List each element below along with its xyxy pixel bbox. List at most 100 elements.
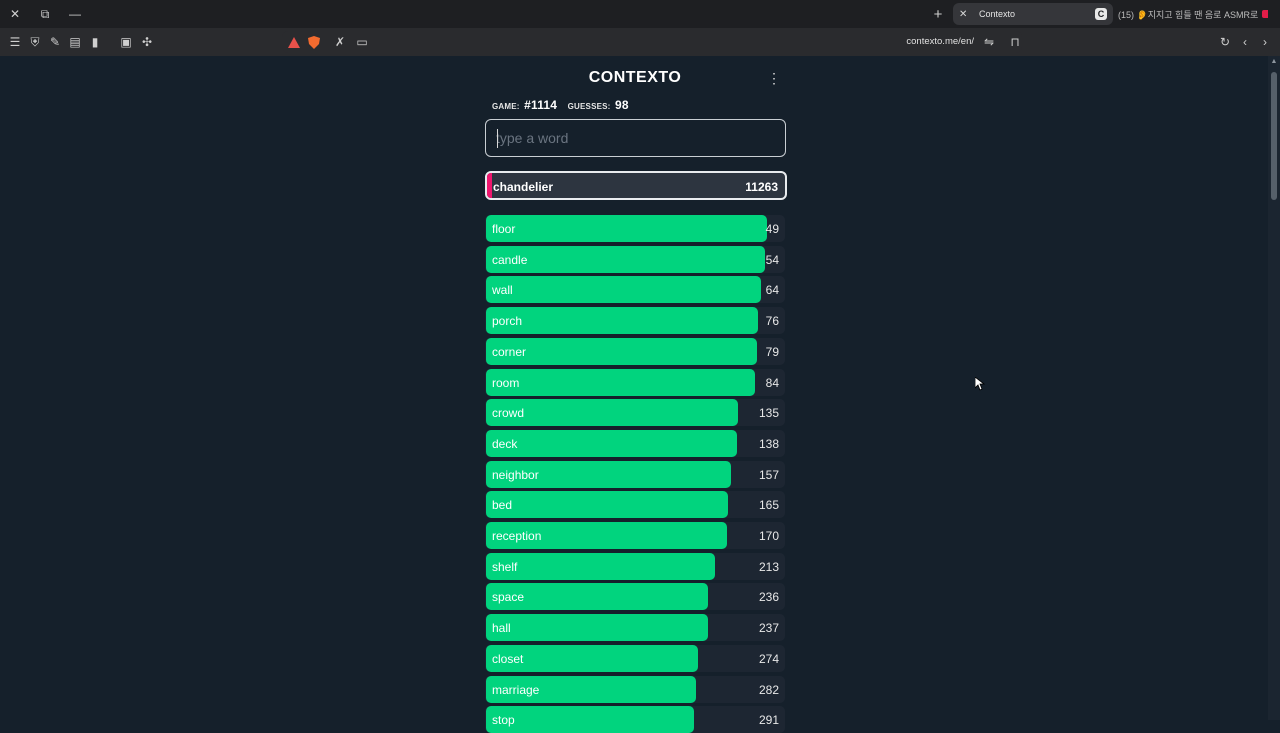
guess-row: deck 138 (485, 429, 785, 457)
guess-row: closet 274 (485, 644, 785, 672)
tab-close-icon[interactable]: ✕ (959, 8, 968, 20)
game-header: CONTEXTO ⋮ (485, 56, 787, 100)
minimize-window-icon[interactable]: — (69, 7, 81, 21)
bookmark-icon[interactable]: ⊓ (1010, 35, 1020, 49)
url-text[interactable]: contexto.me/en/ (906, 36, 974, 47)
game-label: GAME: (492, 102, 520, 111)
guess-rank: 79 (765, 344, 779, 359)
guess-rank: 236 (758, 590, 779, 605)
guess-rank: 84 (765, 375, 779, 390)
similarity-bar (486, 460, 731, 488)
pin-icon[interactable]: ✎ (49, 35, 61, 49)
mouse-cursor-icon (975, 377, 985, 391)
tab-title: Contexto (979, 9, 1016, 19)
guess-rank: 213 (758, 559, 779, 574)
similarity-bar (486, 583, 708, 611)
guess-word: candle (492, 252, 528, 267)
scroll-up-icon[interactable]: ▲ (1270, 58, 1278, 65)
guess-rank: 170 (758, 529, 779, 543)
guess-row: reception 170 (485, 522, 785, 549)
guess-word: neighbor (492, 467, 539, 482)
page-scrollbar[interactable]: ▲ (1268, 56, 1280, 720)
similarity-bar (486, 307, 758, 335)
guess-word: space (492, 590, 525, 605)
logo-title: CONTEXTO (588, 69, 682, 86)
similarity-bar (486, 215, 767, 242)
similarity-bar (486, 491, 728, 519)
similarity-bar (486, 429, 737, 457)
restore-window-icon[interactable]: ⧉ (40, 6, 50, 21)
guess-rank: 135 (758, 406, 779, 421)
history-icon[interactable]: ▣ (120, 35, 132, 49)
similarity-bar (486, 552, 715, 580)
guess-row: space 236 (485, 583, 785, 611)
guess-word: hall (492, 621, 511, 636)
extensions-icon[interactable]: ✣ (141, 35, 153, 49)
forward-icon[interactable]: › (1263, 35, 1267, 49)
guess-rank: 138 (758, 436, 779, 451)
warning-icon[interactable] (286, 34, 302, 50)
browser-tab-bar: ✕ ⧉ — + ✕ Contexto C (15) 👂지지고 힘들 땐 음로 A… (0, 0, 1280, 28)
new-tab-button[interactable]: + (933, 5, 943, 23)
guess-word: floor (492, 222, 516, 236)
game-container: CONTEXTO ⋮ GAME: #1114 GUESSES: 98 chand… (485, 56, 787, 733)
guess-row: marriage 282 (485, 675, 785, 703)
game-number: #1114 (524, 98, 558, 112)
close-window-icon[interactable]: ✕ (9, 7, 21, 21)
similarity-bar (486, 675, 696, 703)
tabs-icon[interactable]: ▤ (69, 35, 81, 49)
guess-rank: 49 (765, 222, 779, 236)
similarity-bar (486, 276, 761, 304)
reader-icon[interactable]: ▭ (356, 35, 368, 49)
guess-word: closet (492, 651, 524, 666)
guess-word: reception (492, 529, 542, 543)
guess-word: marriage (492, 682, 540, 697)
guess-row: room 84 (485, 368, 785, 396)
guess-row: wall 64 (485, 276, 785, 304)
brave-shield-icon[interactable] (306, 34, 322, 50)
page-content: CONTEXTO ⋮ GAME: #1114 GUESSES: 98 chand… (0, 56, 1280, 733)
guess-word: shelf (492, 559, 518, 574)
more-options-icon[interactable]: ⋮ (767, 70, 781, 86)
word-input-box[interactable] (485, 119, 786, 157)
guess-row: porch 76 (485, 307, 785, 335)
site-settings-icon[interactable]: ⇋ (983, 35, 995, 49)
menu-icon[interactable]: ☰ (9, 35, 21, 49)
guess-rank: 282 (758, 682, 779, 697)
guess-word: bed (492, 498, 513, 513)
guess-rank: 237 (758, 621, 779, 636)
favicon-icon: C (1095, 8, 1107, 20)
guess-row: crowd 135 (485, 399, 785, 427)
guess-rank: 76 (765, 314, 779, 329)
similarity-bar (486, 644, 698, 672)
guess-word: deck (492, 436, 518, 451)
guess-rank: 165 (758, 498, 779, 513)
similarity-bar (486, 614, 708, 642)
guess-rank: 54 (765, 252, 779, 267)
youtube-icon (1262, 10, 1268, 18)
back-icon[interactable]: ‹ (1243, 35, 1247, 49)
guess-rank: 157 (758, 467, 779, 482)
guess-word: corner (492, 344, 527, 359)
word-input[interactable] (486, 120, 785, 156)
guess-row: neighbor 157 (485, 460, 785, 488)
scroll-thumb[interactable] (1271, 72, 1277, 200)
translate-icon[interactable]: ✗ (334, 35, 346, 49)
shield-icon[interactable]: ⛨ (30, 34, 40, 49)
guess-row: shelf 213 (485, 552, 785, 580)
guess-word: porch (492, 314, 523, 329)
text-caret (497, 129, 498, 148)
guess-word: room (492, 375, 520, 390)
tab-title: (15) 👂지지고 힘들 땐 음로 ASMR로 (1118, 9, 1259, 20)
guess-rank: 64 (765, 283, 779, 298)
browser-toolbar: ☰ ⛨ ✎ ▤ ▮ ▣ ✣ ✗ ▭ contexto.me/en/ ⇋ ⊓ ↻ … (0, 28, 1280, 56)
address-bar[interactable]: ✗ ▭ contexto.me/en/ ⇋ ⊓ (282, 31, 1022, 53)
last-guess-row: chandelier 11263 (485, 171, 787, 200)
guess-row: corner 79 (485, 337, 785, 365)
tab-youtube[interactable]: (15) 👂지지고 힘들 땐 음로 ASMR로 (1118, 3, 1268, 25)
last-guess-marker (487, 173, 492, 198)
reload-icon[interactable]: ↻ (1219, 35, 1231, 49)
tab-contexto[interactable]: ✕ Contexto C (953, 3, 1113, 25)
similarity-bar (486, 337, 757, 365)
sidebar-icon[interactable]: ▮ (91, 35, 99, 49)
